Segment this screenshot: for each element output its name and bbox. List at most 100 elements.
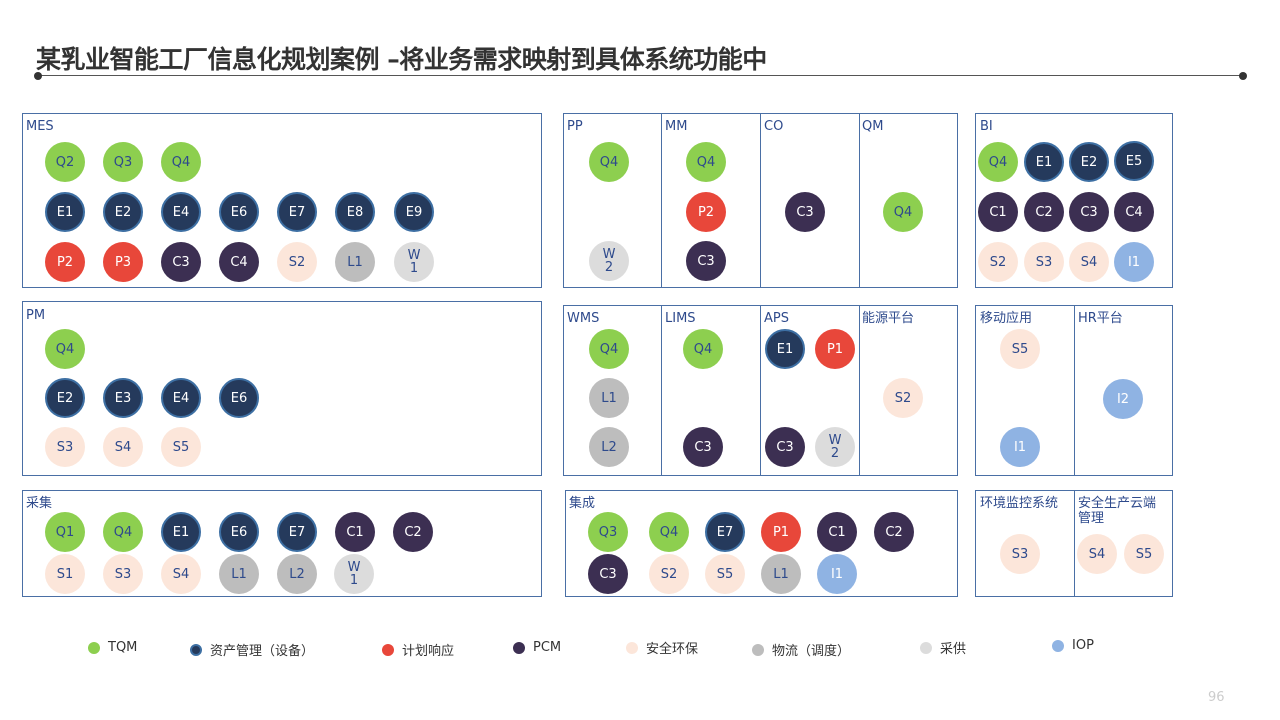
circle-caiji-s3: S3 — [103, 554, 143, 594]
circle-pm-q4: Q4 — [45, 329, 85, 369]
underline-left-dot — [34, 72, 42, 80]
legend-label: 安全环保 — [646, 642, 699, 657]
legend-item-log: 物流（调度） — [752, 640, 850, 659]
legend-label: 计划响应 — [402, 644, 455, 659]
legend-item-asset: 资产管理（设备） — [190, 640, 314, 659]
circle-pm-s3: S3 — [45, 427, 85, 467]
module-label-env: 环境监控系统 — [980, 496, 1059, 511]
circle-mes-e1: E1 — [45, 192, 85, 232]
legend-item-plan: 计划响应 — [382, 640, 454, 659]
circle-bi-q4: Q4 — [978, 142, 1018, 182]
circle-bi-c2: C2 — [1024, 192, 1064, 232]
module-label-qm: QM — [862, 119, 884, 134]
circle-mes-c3: C3 — [161, 242, 201, 282]
circle-jicheng-e7: E7 — [705, 512, 745, 552]
circle-jicheng-q4: Q4 — [649, 512, 689, 552]
circle-safety_cloud-s5: S5 — [1124, 534, 1164, 574]
circle-jicheng-c3: C3 — [588, 554, 628, 594]
circle-bi-c1: C1 — [978, 192, 1018, 232]
legend-dot-pcm — [513, 641, 525, 654]
legend-item-iop: IOP — [1052, 638, 1094, 653]
circle-caiji-q1: Q1 — [45, 512, 85, 552]
circle-caiji-e6: E6 — [219, 512, 259, 552]
circle-wms-l1: L1 — [589, 378, 629, 418]
module-label-safety-cloud: 安全生产云端管理 — [1078, 496, 1157, 526]
module-label-mm: MM — [665, 119, 688, 134]
circle-jicheng-s2: S2 — [649, 554, 689, 594]
circle-bi-e5: E5 — [1114, 141, 1154, 181]
circle-caiji-q4: Q4 — [103, 512, 143, 552]
module-label-hr: HR平台 — [1078, 311, 1123, 326]
module-label-co: CO — [764, 119, 784, 134]
legend-dot-plan — [382, 643, 394, 656]
circle-co-c3: C3 — [785, 192, 825, 232]
pm-box — [22, 301, 542, 476]
legend-dot-log — [752, 643, 764, 656]
legend-dot-safe — [626, 641, 638, 654]
circle-pm-s4: S4 — [103, 427, 143, 467]
circle-mes-e2: E2 — [103, 192, 143, 232]
circle-bi-e1: E1 — [1024, 142, 1064, 182]
circle-mes-w1: W 1 — [394, 242, 434, 282]
legend-label: 资产管理（设备） — [210, 644, 315, 659]
module-label-wms: WMS — [567, 311, 600, 326]
circle-env-s3: S3 — [1000, 534, 1040, 574]
circle-mes-e4: E4 — [161, 192, 201, 232]
circle-mes-e8: E8 — [335, 192, 375, 232]
circle-bi-c4: C4 — [1114, 192, 1154, 232]
circle-jicheng-q3: Q3 — [588, 512, 628, 552]
circle-mes-q4: Q4 — [161, 142, 201, 182]
circle-hr-i2: I2 — [1103, 379, 1143, 419]
circle-caiji-s4: S4 — [161, 554, 201, 594]
circle-jicheng-c2: C2 — [874, 512, 914, 552]
circle-caiji-e7: E7 — [277, 512, 317, 552]
circle-caiji-c1: C1 — [335, 512, 375, 552]
circle-mes-p3: P3 — [103, 242, 143, 282]
circle-mes-q3: Q3 — [103, 142, 143, 182]
circle-bi-i1: I1 — [1114, 242, 1154, 282]
module-label-mes: MES — [26, 119, 54, 134]
circle-mm-q4: Q4 — [686, 142, 726, 182]
circle-wms-l2: L2 — [589, 427, 629, 467]
circle-lims-c3: C3 — [683, 427, 723, 467]
circle-pm-e3: E3 — [103, 378, 143, 418]
circle-caiji-l2: L2 — [277, 554, 317, 594]
module-label-pp: PP — [567, 119, 583, 134]
circle-pm-e2: E2 — [45, 378, 85, 418]
circle-pm-e4: E4 — [161, 378, 201, 418]
legend-dot-pur — [920, 641, 932, 654]
circle-aps-w2: W 2 — [815, 427, 855, 467]
legend-dot-iop — [1052, 639, 1064, 652]
circle-pp-q4: Q4 — [589, 142, 629, 182]
circle-mm-c3: C3 — [686, 241, 726, 281]
legend-label: PCM — [533, 640, 562, 655]
legend-dot-tqm — [88, 641, 100, 654]
circle-bi-c3: C3 — [1069, 192, 1109, 232]
module-label-bi: BI — [980, 119, 993, 134]
legend-dot-asset — [190, 643, 202, 656]
module-label-lims: LIMS — [665, 311, 696, 326]
module-label-caiji: 采集 — [26, 496, 53, 511]
circle-bi-s4: S4 — [1069, 242, 1109, 282]
circle-pm-e6: E6 — [219, 378, 259, 418]
circle-jicheng-i1: I1 — [817, 554, 857, 594]
module-label-pm: PM — [26, 308, 46, 323]
module-label-jicheng: 集成 — [569, 496, 596, 511]
circle-caiji-e1: E1 — [161, 512, 201, 552]
circle-mobile-s5: S5 — [1000, 329, 1040, 369]
circle-caiji-w1: W 1 — [334, 554, 374, 594]
legend-label: IOP — [1072, 638, 1094, 653]
circle-caiji-c2: C2 — [393, 512, 433, 552]
circle-mes-q2: Q2 — [45, 142, 85, 182]
circle-jicheng-c1: C1 — [817, 512, 857, 552]
circle-mes-e7: E7 — [277, 192, 317, 232]
legend-item-pur: 采供 — [920, 638, 966, 657]
circle-lims-q4: Q4 — [683, 329, 723, 369]
legend-label: 物流（调度） — [772, 644, 851, 659]
legend-item-safe: 安全环保 — [626, 638, 698, 657]
circle-mm-p2: P2 — [686, 192, 726, 232]
circle-jicheng-l1: L1 — [761, 554, 801, 594]
circle-jicheng-s5: S5 — [705, 554, 745, 594]
circle-mes-e9: E9 — [394, 192, 434, 232]
circle-pm-s5: S5 — [161, 427, 201, 467]
